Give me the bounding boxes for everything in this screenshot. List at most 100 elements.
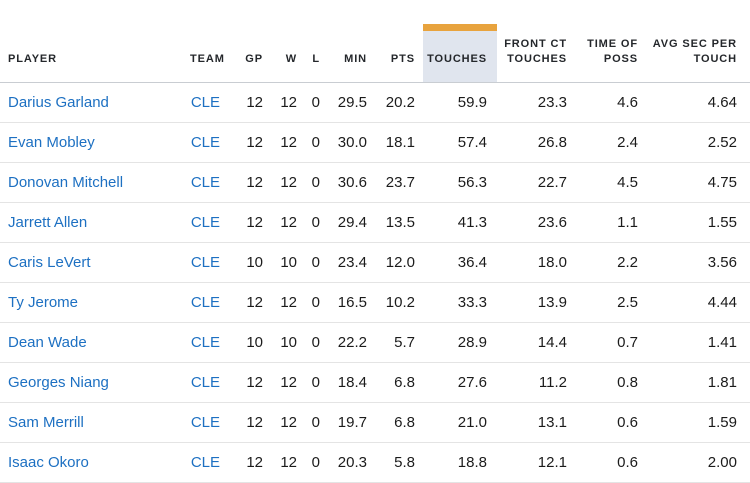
column-header-label: MIN xyxy=(344,52,367,65)
cell-w: 10 xyxy=(263,242,297,283)
player-link[interactable]: Isaac Okoro xyxy=(8,453,89,471)
player-link[interactable]: Darius Garland xyxy=(8,93,109,111)
cell-team: CLE xyxy=(190,282,220,323)
column-header-w[interactable]: W xyxy=(263,24,297,83)
team-link[interactable]: CLE xyxy=(190,173,220,191)
team-link[interactable]: CLE xyxy=(190,213,220,231)
column-header-front_ct_touches[interactable]: FRONT CT TOUCHES xyxy=(497,24,577,83)
cell-gp: 12 xyxy=(220,362,263,403)
player-stats-table: PLAYER TEAM GP W L MIN PTS TOUCHES FRONT CT TOUCH… xyxy=(0,24,750,483)
cell-gp: 12 xyxy=(220,162,263,203)
cell-time_of_poss: 4.6 xyxy=(577,82,648,123)
table-row: Evan Mobley CLE 12 12 0 30.0 18.1 57.4 26.8 2.4 2.… xyxy=(0,122,750,163)
cell-front_ct_touches: 18.0 xyxy=(497,242,577,283)
cell-l: 0 xyxy=(297,282,320,323)
player-link[interactable]: Ty Jerome xyxy=(8,293,79,311)
cell-touches: 27.6 xyxy=(415,362,497,403)
cell-team: CLE xyxy=(190,402,220,443)
column-header-min[interactable]: MIN xyxy=(320,24,367,83)
cell-player: Darius Garland xyxy=(0,82,190,123)
cell-team: CLE xyxy=(190,122,220,163)
cell-front_ct_touches: 26.8 xyxy=(497,122,577,163)
cell-touches: 18.8 xyxy=(415,442,497,483)
player-link[interactable]: Donovan Mitchell xyxy=(8,173,124,191)
team-link[interactable]: CLE xyxy=(190,133,220,151)
cell-w: 10 xyxy=(263,322,297,363)
player-link[interactable]: Sam Merrill xyxy=(8,413,84,431)
column-header-label: PLAYER xyxy=(8,52,58,65)
cell-gp: 12 xyxy=(220,442,263,483)
cell-gp: 12 xyxy=(220,402,263,443)
cell-player: Evan Mobley xyxy=(0,122,190,163)
cell-avg_sec_per_touch: 2.52 xyxy=(648,122,750,163)
cell-player: Caris LeVert xyxy=(0,242,190,283)
cell-gp: 10 xyxy=(220,242,263,283)
cell-avg_sec_per_touch: 1.55 xyxy=(648,202,750,243)
cell-player: Sam Merrill xyxy=(0,402,190,443)
cell-touches: 21.0 xyxy=(415,402,497,443)
table-row: Dean Wade CLE 10 10 0 22.2 5.7 28.9 14.4 0.7 1.41 xyxy=(0,322,750,363)
cell-team: CLE xyxy=(190,322,220,363)
cell-pts: 5.7 xyxy=(367,322,415,363)
column-header-label: L xyxy=(312,52,320,65)
column-header-label: PTS xyxy=(390,52,415,65)
cell-team: CLE xyxy=(190,162,220,203)
cell-min: 19.7 xyxy=(320,402,367,443)
cell-w: 12 xyxy=(263,402,297,443)
player-link[interactable]: Caris LeVert xyxy=(8,253,91,271)
cell-min: 30.0 xyxy=(320,122,367,163)
cell-time_of_poss: 0.8 xyxy=(577,362,648,403)
team-link[interactable]: CLE xyxy=(190,293,220,311)
table-row: Jarrett Allen CLE 12 12 0 29.4 13.5 41.3 23.6 1.1… xyxy=(0,202,750,243)
cell-player: Jarrett Allen xyxy=(0,202,190,243)
column-header-gp[interactable]: GP xyxy=(220,24,263,83)
cell-touches: 57.4 xyxy=(415,122,497,163)
column-header-avg_sec_per_touch[interactable]: AVG SEC PER TOUCH xyxy=(648,24,750,83)
team-link[interactable]: CLE xyxy=(190,413,220,431)
cell-avg_sec_per_touch: 1.81 xyxy=(648,362,750,403)
team-link[interactable]: CLE xyxy=(190,373,220,391)
cell-gp: 12 xyxy=(220,82,263,123)
cell-touches: 41.3 xyxy=(415,202,497,243)
table-row: Darius Garland CLE 12 12 0 29.5 20.2 59.9 23.3 4.… xyxy=(0,82,750,123)
cell-front_ct_touches: 23.6 xyxy=(497,202,577,243)
team-link[interactable]: CLE xyxy=(190,253,220,271)
cell-min: 22.2 xyxy=(320,322,367,363)
table-row: Caris LeVert CLE 10 10 0 23.4 12.0 36.4 18.0 2.2 3… xyxy=(0,242,750,283)
cell-min: 29.4 xyxy=(320,202,367,243)
player-link[interactable]: Dean Wade xyxy=(8,333,87,351)
cell-gp: 10 xyxy=(220,322,263,363)
column-header-label: TEAM xyxy=(190,52,225,65)
cell-min: 23.4 xyxy=(320,242,367,283)
column-header-pts[interactable]: PTS xyxy=(367,24,415,83)
cell-touches: 33.3 xyxy=(415,282,497,323)
column-header-time_of_poss[interactable]: TIME OF POSS xyxy=(577,24,648,83)
cell-player: Georges Niang xyxy=(0,362,190,403)
cell-player: Isaac Okoro xyxy=(0,442,190,483)
cell-pts: 6.8 xyxy=(367,402,415,443)
cell-time_of_poss: 0.6 xyxy=(577,442,648,483)
header-row: PLAYER TEAM GP W L MIN PTS TOUCHES FRONT CT TOUCH… xyxy=(0,24,750,83)
cell-player: Donovan Mitchell xyxy=(0,162,190,203)
cell-pts: 5.8 xyxy=(367,442,415,483)
cell-min: 29.5 xyxy=(320,82,367,123)
player-link[interactable]: Jarrett Allen xyxy=(8,213,88,231)
table-row: Donovan Mitchell CLE 12 12 0 30.6 23.7 56.3 22.7… xyxy=(0,162,750,203)
cell-avg_sec_per_touch: 1.41 xyxy=(648,322,750,363)
cell-l: 0 xyxy=(297,402,320,443)
player-link[interactable]: Georges Niang xyxy=(8,373,109,391)
cell-gp: 12 xyxy=(220,282,263,323)
cell-l: 0 xyxy=(297,202,320,243)
team-link[interactable]: CLE xyxy=(190,93,220,111)
column-header-player[interactable]: PLAYER xyxy=(0,24,190,83)
column-header-touches[interactable]: TOUCHES xyxy=(415,24,497,83)
column-header-label: FRONT CT xyxy=(504,37,567,50)
player-link[interactable]: Evan Mobley xyxy=(8,133,95,151)
column-header-team[interactable]: TEAM xyxy=(190,24,225,83)
team-link[interactable]: CLE xyxy=(190,333,220,351)
cell-pts: 18.1 xyxy=(367,122,415,163)
cell-min: 30.6 xyxy=(320,162,367,203)
team-link[interactable]: CLE xyxy=(190,453,220,471)
column-header-l[interactable]: L xyxy=(297,24,320,83)
cell-time_of_poss: 0.7 xyxy=(577,322,648,363)
